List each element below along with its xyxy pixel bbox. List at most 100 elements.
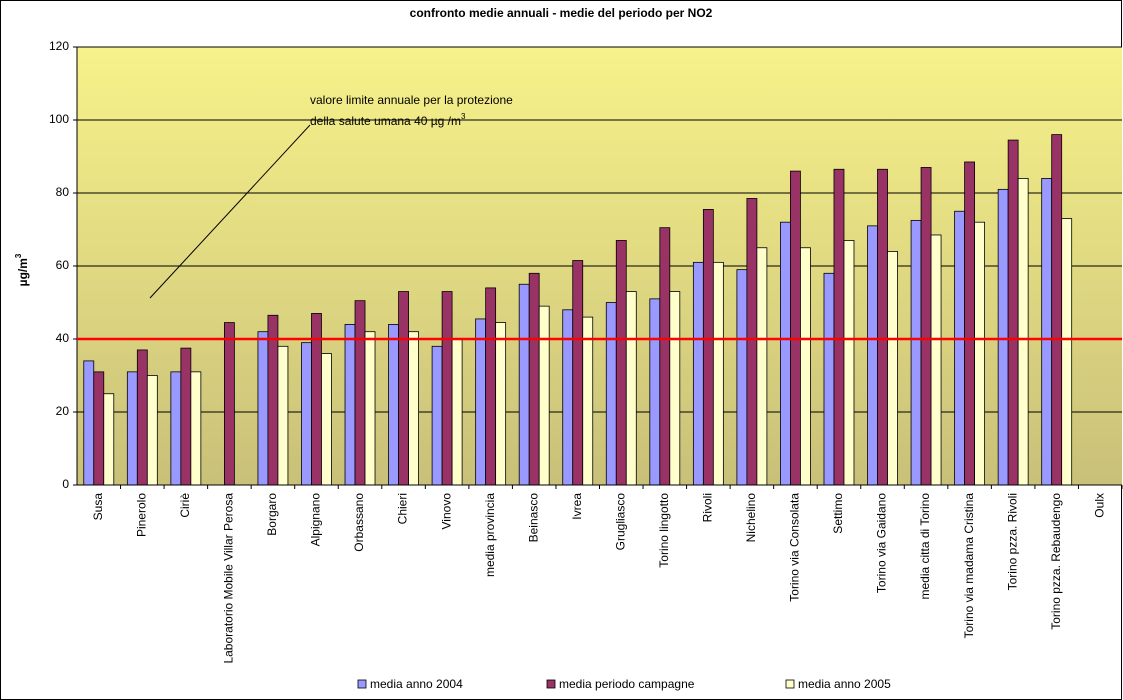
- x-tick-label: Chieri: [396, 493, 410, 524]
- bar: [1051, 134, 1063, 486]
- bar: [170, 371, 182, 486]
- bar: [475, 318, 487, 486]
- x-tick-label: Laboratorio Mobile Villar Perosa: [222, 493, 236, 664]
- y-tick-label: 60: [56, 258, 70, 272]
- legend-label: media periodo campagne: [559, 677, 695, 691]
- bar: [441, 291, 453, 486]
- x-tick-label: Susa: [91, 493, 105, 521]
- bar: [997, 188, 1009, 486]
- bar: [887, 250, 898, 486]
- bar: [223, 322, 235, 486]
- bar: [605, 302, 617, 486]
- y-tick-label: 20: [56, 404, 70, 418]
- bar: [910, 219, 922, 486]
- bar: [528, 272, 540, 486]
- bar: [126, 371, 138, 486]
- bar: [93, 371, 105, 486]
- bar: [712, 261, 724, 486]
- bar: [877, 168, 888, 486]
- bar: [800, 247, 811, 486]
- bar: [780, 221, 791, 486]
- bar: [974, 221, 986, 486]
- bar: [1007, 139, 1019, 486]
- bar: [702, 209, 714, 486]
- bar: [451, 338, 463, 486]
- bar: [1017, 177, 1029, 486]
- legend-swatch: [357, 679, 367, 689]
- x-tick-label: Settimo: [831, 493, 845, 534]
- bar: [103, 393, 115, 486]
- x-tick-label: Rivoli: [701, 493, 715, 522]
- bar: [146, 375, 158, 486]
- y-label: µg/m3: [14, 253, 30, 286]
- bar: [954, 210, 966, 486]
- bar: [659, 227, 671, 486]
- bar: [364, 331, 376, 486]
- bar: [1061, 218, 1073, 486]
- bar: [625, 291, 637, 486]
- y-tick-label: 0: [62, 477, 69, 491]
- bar: [833, 168, 845, 486]
- bar: [920, 167, 932, 486]
- bar: [756, 247, 768, 486]
- bar: [582, 316, 594, 486]
- y-tick-label: 120: [49, 39, 69, 53]
- x-tick-label: Ivrea: [570, 493, 584, 520]
- bar: [1041, 177, 1053, 486]
- x-tick-label: Pinerolo: [134, 493, 148, 537]
- bar: [538, 305, 550, 486]
- bar: [843, 240, 855, 486]
- bar: [649, 298, 661, 486]
- bar: [257, 331, 269, 486]
- bar: [190, 371, 202, 486]
- bar: [669, 291, 681, 486]
- bar: [83, 360, 95, 486]
- x-tick-label: Grugliasco: [613, 493, 627, 551]
- y-tick-label: 40: [56, 331, 70, 345]
- x-tick-label: Torino pzza. Rivoli: [1005, 493, 1019, 590]
- x-tick-label: Torino lingotto: [657, 493, 671, 568]
- annotation: della salute umana 40 µg /m3: [310, 112, 466, 128]
- bar: [136, 349, 148, 486]
- bar: [930, 234, 942, 486]
- bar: [572, 260, 584, 486]
- legend-swatch: [785, 679, 795, 689]
- bar: [431, 345, 443, 486]
- bar: [790, 170, 801, 486]
- bar: [301, 342, 312, 486]
- bar: [746, 198, 758, 486]
- legend-label: media anno 2005: [798, 677, 891, 691]
- x-tick-label: Torino via Consolata: [788, 493, 802, 602]
- annotation: valore limite annuale per la protezione: [310, 93, 513, 107]
- chart-title: confronto medie annuali - medie del peri…: [410, 6, 713, 20]
- x-tick-label: Torino via Gaidano: [875, 493, 889, 593]
- x-tick-label: Alpignano: [309, 493, 323, 547]
- bar: [495, 322, 507, 486]
- x-tick-label: Oulx: [1092, 493, 1106, 518]
- x-tick-label: media citta di Torino: [918, 493, 932, 600]
- bar: [692, 261, 704, 486]
- x-tick-label: Torino via madama Cristina: [962, 493, 976, 639]
- bar: [344, 323, 356, 486]
- bar: [321, 353, 332, 486]
- bar: [388, 323, 399, 486]
- y-tick-label: 100: [49, 112, 69, 126]
- x-tick-label: Borgaro: [265, 493, 279, 536]
- bar: [408, 331, 419, 486]
- bar: [562, 309, 574, 486]
- bar: [615, 240, 627, 486]
- bar: [823, 272, 835, 486]
- x-tick-label: Nichelino: [744, 493, 758, 543]
- bar: [964, 161, 976, 486]
- x-tick-label: Orbassano: [352, 493, 366, 552]
- x-tick-label: Beinasco: [526, 493, 540, 543]
- bar: [354, 300, 366, 486]
- bar: [518, 283, 530, 486]
- annotation-leader: [149, 124, 311, 299]
- legend-label: media anno 2004: [370, 677, 463, 691]
- bar: [867, 225, 878, 486]
- x-tick-label: media provincia: [483, 493, 497, 577]
- bar: [267, 314, 279, 486]
- bar: [277, 345, 289, 486]
